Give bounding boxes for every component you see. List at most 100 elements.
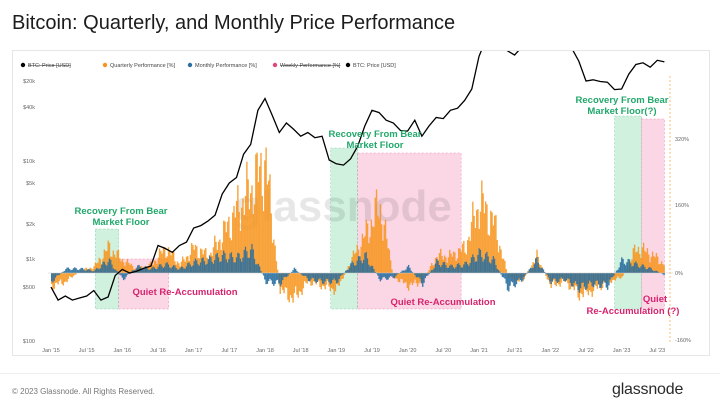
- quarterly-bar: [161, 253, 163, 273]
- monthly-bar: [207, 259, 210, 273]
- quarterly-bar: [120, 261, 122, 273]
- monthly-bar: [356, 260, 358, 273]
- monthly-bar: [53, 273, 55, 281]
- legend-label: BTC: Price [USD]: [353, 63, 396, 69]
- monthly-bar: [241, 261, 243, 273]
- monthly-bar: [572, 273, 574, 287]
- quarterly-bar: [407, 273, 410, 291]
- monthly-bar: [323, 273, 325, 285]
- monthly-bar: [633, 262, 636, 273]
- x-tick-label: Jul '19: [364, 348, 380, 354]
- quarterly-bar: [470, 221, 473, 273]
- monthly-bar: [264, 273, 266, 280]
- monthly-bar: [121, 273, 124, 278]
- monthly-bar: [423, 273, 425, 283]
- quarterly-bar: [264, 160, 266, 273]
- monthly-bar: [197, 264, 199, 273]
- quarterly-bar: [124, 265, 126, 273]
- quarterly-bar: [410, 273, 412, 283]
- quarterly-bar: [233, 205, 235, 273]
- monthly-bar: [651, 270, 654, 273]
- monthly-bar: [102, 261, 104, 273]
- quarterly-bar: [451, 256, 453, 273]
- quarterly-bar: [214, 235, 216, 273]
- monthly-bar: [215, 254, 217, 273]
- monthly-bar: [393, 273, 396, 279]
- quarterly-bar: [115, 257, 117, 273]
- monthly-bar: [248, 257, 251, 273]
- monthly-bar: [62, 271, 64, 273]
- monthly-bar: [555, 273, 557, 282]
- monthly-bar: [597, 273, 600, 285]
- monthly-bar: [535, 258, 537, 273]
- monthly-bar: [653, 271, 655, 273]
- chart-title: Bitcoin: Quarterly, and Monthly Price Pe…: [12, 12, 456, 34]
- monthly-bar: [77, 270, 80, 273]
- quarterly-bar: [615, 273, 618, 279]
- monthly-bar: [76, 269, 79, 273]
- quarterly-bar: [654, 257, 656, 273]
- monthly-bar: [384, 273, 387, 279]
- monthly-bar: [312, 273, 315, 279]
- monthly-bar: [604, 273, 606, 283]
- monthly-bar: [495, 264, 497, 273]
- monthly-bar: [86, 269, 89, 273]
- monthly-bar: [608, 273, 610, 286]
- monthly-bar: [243, 249, 245, 273]
- quarterly-bar: [248, 209, 251, 273]
- monthly-bar: [547, 273, 550, 278]
- monthly-bar: [527, 271, 529, 273]
- monthly-bar: [251, 243, 253, 273]
- monthly-bar: [438, 265, 441, 273]
- monthly-bar: [460, 267, 462, 273]
- monthly-bar: [179, 268, 181, 273]
- monthly-bar: [328, 273, 330, 283]
- monthly-bar: [524, 273, 527, 275]
- y-left-tick-label: $40k: [23, 105, 35, 111]
- quarterly-bar: [368, 243, 370, 273]
- annotation-label: Quiet: [643, 294, 668, 305]
- monthly-bar: [493, 258, 496, 273]
- quarterly-bar: [234, 217, 237, 273]
- quarterly-bar: [582, 273, 584, 298]
- y-left-tick-label: $500: [23, 285, 35, 291]
- monthly-bar: [578, 273, 581, 293]
- monthly-bar: [294, 268, 297, 273]
- monthly-bar: [226, 262, 229, 273]
- monthly-bar: [425, 273, 428, 277]
- monthly-bar: [418, 273, 420, 278]
- quarterly-bar: [189, 254, 192, 273]
- quarterly-bar: [641, 247, 644, 273]
- quarterly-bar: [113, 254, 116, 273]
- quarterly-bar: [505, 269, 507, 273]
- monthly-bar: [549, 273, 551, 282]
- quarterly-bar: [270, 213, 272, 273]
- quarterly-bar: [545, 273, 547, 276]
- x-tick-label: Jan '21: [470, 348, 488, 354]
- monthly-bar: [112, 268, 115, 273]
- monthly-bar: [119, 273, 121, 275]
- monthly-bar: [85, 270, 88, 273]
- monthly-bar: [523, 273, 525, 277]
- monthly-bar: [599, 273, 601, 289]
- quarterly-bar: [196, 246, 198, 273]
- monthly-bar: [513, 273, 515, 287]
- monthly-bar: [508, 273, 510, 292]
- monthly-bar: [300, 273, 302, 274]
- quarterly-bar: [662, 264, 664, 273]
- quarterly-bar: [58, 273, 61, 282]
- monthly-bar: [124, 273, 126, 280]
- monthly-bar: [502, 273, 505, 278]
- quarterly-bar: [373, 226, 375, 273]
- monthly-bar: [267, 273, 270, 282]
- quarterly-bar: [622, 273, 624, 276]
- monthly-bar: [482, 261, 484, 273]
- x-tick-label: Jul '15: [79, 348, 95, 354]
- zone-green: [614, 115, 642, 310]
- monthly-bar: [591, 273, 593, 287]
- monthly-bar: [175, 267, 177, 273]
- quarterly-bar: [112, 250, 115, 273]
- legend-marker: [272, 62, 278, 68]
- quarterly-bar: [341, 273, 343, 279]
- price-line: [50, 51, 665, 301]
